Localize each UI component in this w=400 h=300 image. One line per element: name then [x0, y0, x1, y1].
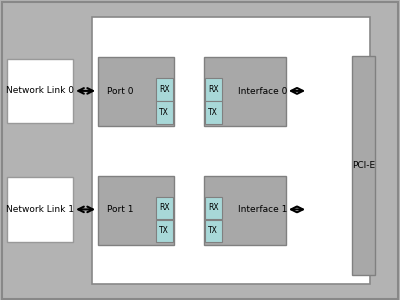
Text: RX: RX	[159, 85, 170, 94]
Text: PCI-E: PCI-E	[352, 160, 375, 169]
Text: Interface 0: Interface 0	[238, 87, 288, 96]
Text: RX: RX	[208, 203, 218, 212]
Bar	[205, 196, 222, 219]
Bar	[205, 101, 222, 124]
Text: TX: TX	[208, 226, 218, 235]
Bar	[156, 78, 173, 100]
Bar	[7, 177, 73, 242]
Text: TX: TX	[160, 226, 169, 235]
Bar	[156, 101, 173, 124]
Bar	[92, 16, 370, 283]
Bar	[205, 220, 222, 242]
Bar	[156, 196, 173, 219]
Bar	[98, 176, 174, 244]
Text: Port 1: Port 1	[107, 206, 133, 214]
Text: TX: TX	[208, 108, 218, 117]
Bar	[204, 57, 286, 126]
Bar	[352, 56, 375, 274]
Text: Interface 1: Interface 1	[238, 206, 288, 214]
Bar	[205, 78, 222, 100]
Text: RX: RX	[208, 85, 218, 94]
Text: Port 0: Port 0	[107, 87, 133, 96]
Bar	[98, 57, 174, 126]
Bar	[7, 58, 73, 123]
Text: Network Link 0: Network Link 0	[6, 86, 74, 95]
Text: RX: RX	[159, 203, 170, 212]
Text: Network Link 1: Network Link 1	[6, 205, 74, 214]
Bar	[204, 176, 286, 244]
Text: TX: TX	[160, 108, 169, 117]
Bar	[156, 220, 173, 242]
